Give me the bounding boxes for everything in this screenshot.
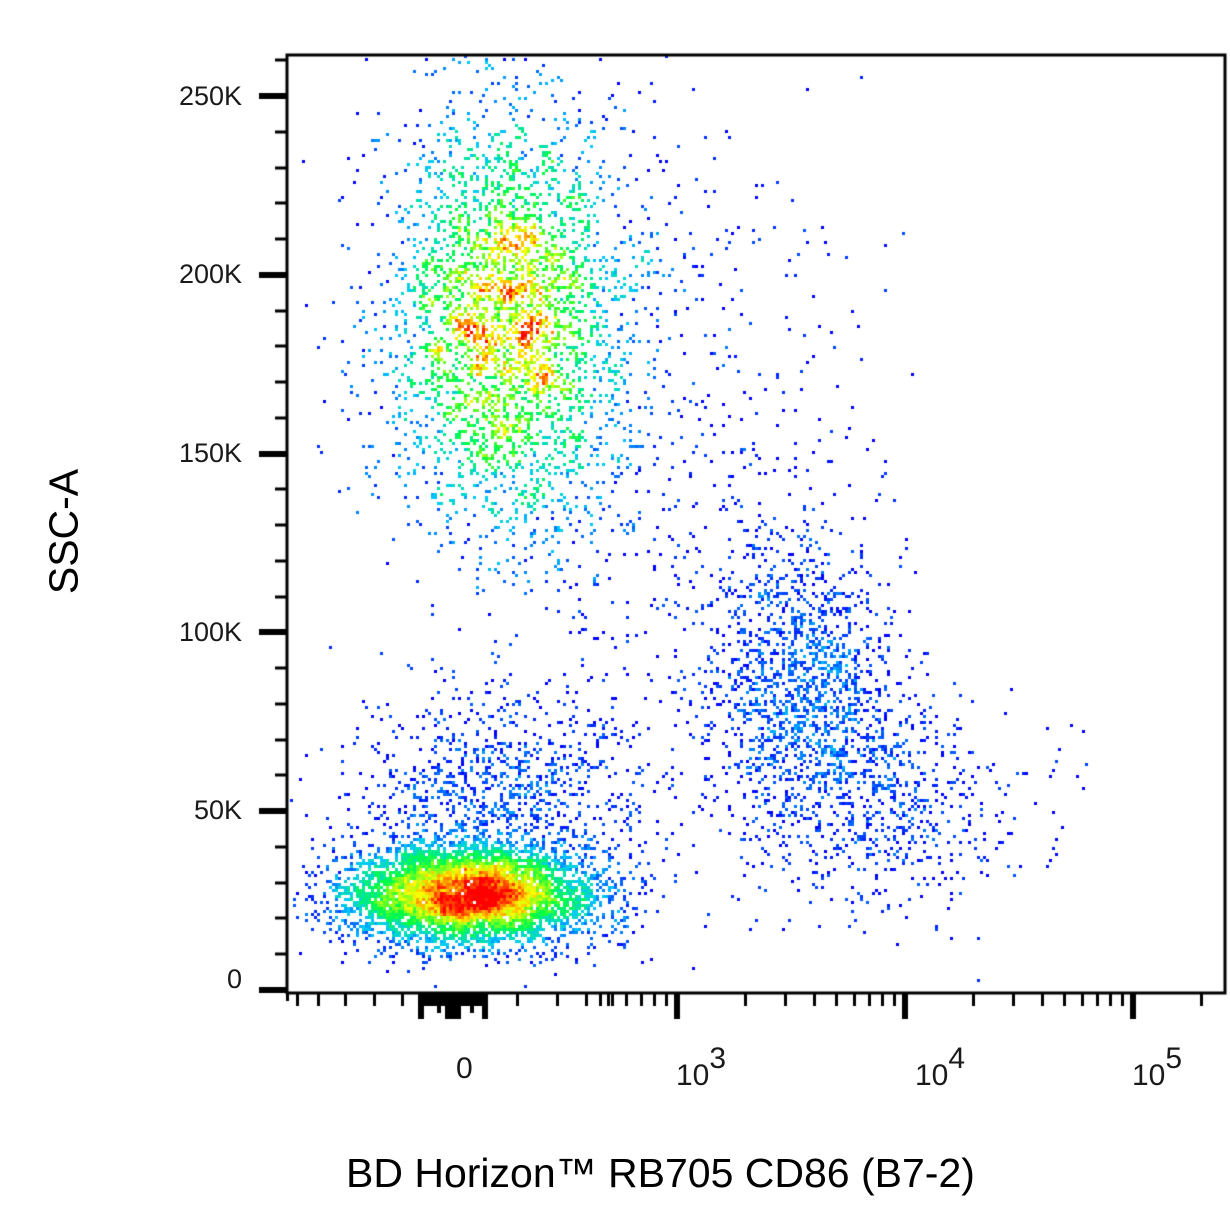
y-tick-label-100k: 100K xyxy=(178,617,242,647)
y-axis-title: SSC-A xyxy=(40,468,87,595)
y-tick-label-250k: 250K xyxy=(178,81,242,111)
x-tick-label-0: 0 xyxy=(456,1052,473,1085)
x-tick-label-1e5: 105 xyxy=(1132,1042,1183,1092)
y-tick-label-200k: 200K xyxy=(178,259,242,289)
x-tick-label-1e3: 103 xyxy=(676,1042,727,1092)
x-tick-label-1e4: 104 xyxy=(915,1042,966,1092)
y-tick-label-0: 0 xyxy=(226,964,242,994)
y-tick-label-50k: 50K xyxy=(193,795,242,825)
x-axis-title: BD Horizon™ RB705 CD86 (B7-2) xyxy=(346,1150,975,1196)
y-tick-label-150k: 150K xyxy=(178,438,242,468)
